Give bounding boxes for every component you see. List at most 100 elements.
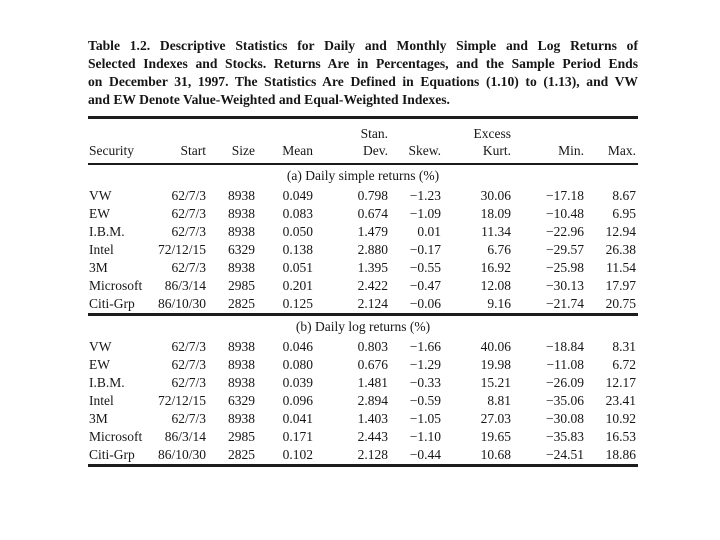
table-row: VW 62/7/3 8938 0.046 0.803 −1.66 40.06 −18.84 8.… — [88, 338, 638, 356]
cell-min: −11.08 — [546, 357, 585, 372]
section-b-label: (b) Daily log returns (%) — [295, 319, 431, 334]
cell-max: 20.75 — [605, 296, 636, 311]
cell-min: −17.18 — [546, 188, 584, 203]
header-min-label: Min. — [558, 143, 584, 158]
cell-std: 2.124 — [357, 296, 388, 311]
header-std-top: Stan. — [360, 126, 388, 141]
cell-start: 62/7/3 — [171, 375, 206, 390]
cell-size: 2825 — [228, 296, 255, 311]
cell-max: 18.86 — [605, 447, 636, 462]
cell-skew: −0.44 — [409, 447, 441, 462]
cell-min: −18.84 — [546, 339, 584, 354]
cell-min: −24.51 — [546, 447, 584, 462]
cell-kurt: 6.76 — [487, 242, 511, 257]
cell-mean: 0.041 — [282, 411, 313, 426]
table-caption: Table 1.2. Descriptive Statistics for Da… — [88, 37, 638, 109]
cell-mean: 0.083 — [282, 206, 313, 221]
header-security-label: Security — [89, 143, 134, 158]
table-row: 3M 62/7/3 8938 0.041 1.403 −1.05 27.03 −30.08 10… — [88, 410, 638, 428]
cell-kurt: 30.06 — [480, 188, 511, 203]
cell-security: Microsoft — [89, 429, 143, 444]
cell-max: 11.54 — [606, 260, 636, 275]
header-row: Security Start Size Mean — [88, 117, 638, 165]
cell-min: −26.09 — [546, 375, 584, 390]
cell-skew: −1.05 — [409, 411, 441, 426]
cell-std: 0.674 — [357, 206, 388, 221]
cell-skew: −0.59 — [409, 393, 441, 408]
caption-line-2: Selected Indexes and Stocks. Returns Are… — [88, 56, 638, 71]
cell-min: −35.06 — [546, 393, 584, 408]
cell-std: 2.880 — [357, 242, 388, 257]
cell-std: 0.803 — [357, 339, 388, 354]
cell-kurt: 16.92 — [480, 260, 511, 275]
cell-max: 12.17 — [605, 375, 636, 390]
cell-size: 6329 — [228, 393, 255, 408]
cell-max: 12.94 — [605, 224, 636, 239]
cell-std: 2.443 — [357, 429, 388, 444]
cell-size: 8938 — [228, 339, 255, 354]
cell-mean: 0.138 — [282, 242, 313, 257]
descriptive-statistics-table: Security Start Size Mean — [88, 116, 638, 467]
header-excess-kurtosis: Excess Kurt. — [443, 117, 513, 165]
cell-start: 62/7/3 — [171, 357, 206, 372]
cell-kurt: 12.08 — [480, 278, 511, 293]
cell-max: 6.95 — [612, 206, 636, 221]
cell-kurt: 8.81 — [487, 393, 511, 408]
cell-mean: 0.080 — [282, 357, 313, 372]
cell-size: 8938 — [228, 224, 255, 239]
statistics-table-wrapper: Security Start Size Mean — [88, 116, 638, 467]
header-std-label: Dev. — [363, 143, 388, 158]
cell-min: −35.83 — [546, 429, 584, 444]
cell-start: 62/7/3 — [171, 260, 206, 275]
cell-size: 8938 — [228, 206, 255, 221]
cell-security: Citi-Grp — [89, 447, 135, 462]
cell-size: 8938 — [228, 357, 255, 372]
header-minimum: Min. — [513, 117, 586, 165]
cell-min: −30.08 — [546, 411, 584, 426]
cell-std: 1.403 — [357, 411, 388, 426]
cell-max: 16.53 — [605, 429, 636, 444]
cell-max: 10.92 — [605, 411, 636, 426]
cell-kurt: 19.98 — [480, 357, 511, 372]
cell-skew: −1.29 — [409, 357, 441, 372]
cell-kurt: 18.09 — [480, 206, 511, 221]
cell-kurt: 15.21 — [480, 375, 511, 390]
cell-std: 1.481 — [357, 375, 388, 390]
header-start: Start — [150, 117, 208, 165]
cell-min: −10.48 — [546, 206, 584, 221]
header-size: Size — [208, 117, 257, 165]
header-security: Security — [88, 117, 150, 165]
cell-mean: 0.096 — [282, 393, 313, 408]
cell-start: 86/10/30 — [157, 447, 206, 462]
cell-kurt: 9.16 — [487, 296, 511, 311]
cell-skew: −0.17 — [409, 242, 441, 257]
header-mean-label: Mean — [282, 143, 313, 158]
cell-security: 3M — [89, 411, 108, 426]
section-b-label-row: (b) Daily log returns (%) — [88, 315, 638, 339]
cell-max: 17.97 — [605, 278, 636, 293]
cell-security: VW — [89, 188, 112, 203]
header-kurt-label: Kurt. — [482, 143, 511, 158]
cell-min: −29.57 — [546, 242, 584, 257]
cell-mean: 0.125 — [282, 296, 313, 311]
table-row: Intel 72/12/15 6329 0.096 2.894 −0.59 8.81 −35.… — [88, 392, 638, 410]
cell-max: 26.38 — [605, 242, 636, 257]
cell-max: 8.67 — [612, 188, 636, 203]
cell-mean: 0.201 — [282, 278, 313, 293]
cell-skew: −0.55 — [409, 260, 441, 275]
cell-mean: 0.039 — [282, 375, 313, 390]
cell-max: 6.72 — [612, 357, 636, 372]
cell-skew: −1.23 — [409, 188, 441, 203]
cell-min: −22.96 — [546, 224, 584, 239]
cell-skew: −1.10 — [409, 429, 441, 444]
cell-std: 0.798 — [357, 188, 388, 203]
header-start-label: Start — [180, 143, 207, 158]
header-mean: Mean — [257, 117, 315, 165]
table-row: Microsoft 86/3/14 2985 0.171 2.443 −1.10 19.65… — [88, 428, 638, 446]
cell-security: Intel — [89, 242, 114, 257]
cell-min: −21.74 — [546, 296, 584, 311]
cell-kurt: 11.34 — [481, 224, 511, 239]
table-row: Intel 72/12/15 6329 0.138 2.880 −0.17 6.76 −29.… — [88, 241, 638, 259]
cell-security: I.B.M. — [89, 375, 125, 390]
cell-security: Citi-Grp — [89, 296, 135, 311]
